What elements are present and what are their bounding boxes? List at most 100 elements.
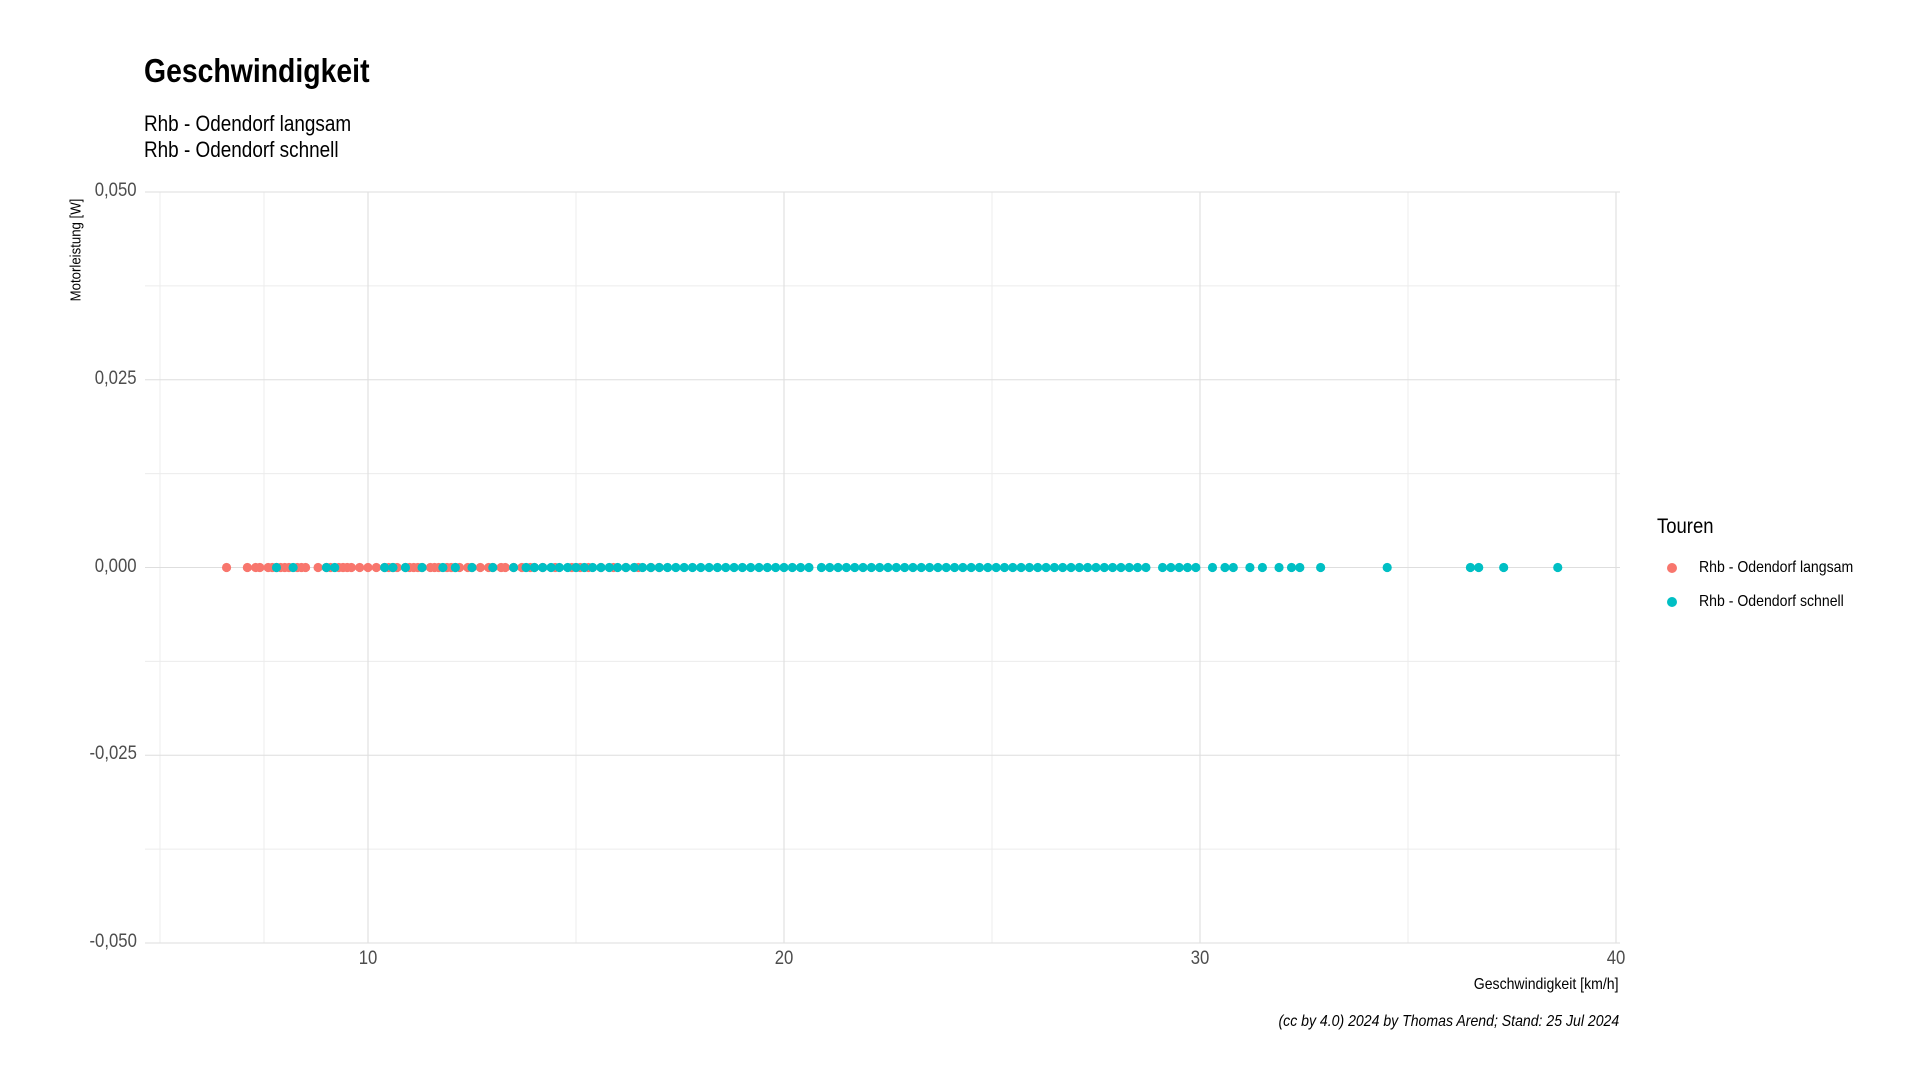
data-point	[579, 562, 589, 573]
data-point	[825, 562, 835, 573]
data-point	[301, 562, 311, 573]
x-tick-label: 10	[358, 948, 378, 969]
data-point	[1157, 562, 1168, 573]
data-point	[1191, 562, 1201, 573]
data-point	[1108, 562, 1118, 573]
data-point	[1257, 562, 1267, 573]
data-point	[1245, 562, 1255, 573]
data-point	[712, 562, 723, 573]
data-point	[991, 562, 1001, 573]
data-point	[508, 562, 519, 573]
data-point	[737, 562, 748, 573]
data-point	[974, 562, 985, 573]
data-point	[621, 562, 631, 573]
data-point	[571, 562, 581, 573]
data-point	[554, 562, 564, 573]
data-point	[1499, 562, 1509, 573]
data-point	[1274, 562, 1284, 573]
data-point	[1174, 562, 1184, 573]
data-point	[875, 562, 885, 573]
data-point	[588, 562, 598, 573]
y-tick-label: -0,050	[89, 931, 137, 952]
data-point	[1474, 562, 1484, 573]
data-point	[1286, 562, 1297, 573]
data-point	[804, 562, 814, 573]
data-point	[900, 562, 910, 573]
data-point	[891, 562, 901, 573]
data-point	[255, 562, 265, 573]
data-point	[1316, 562, 1326, 573]
x-axis-label: Geschwindigkeit [km/h]	[1474, 976, 1619, 993]
legend-key-langsam	[1667, 563, 1677, 573]
data-point	[1074, 562, 1084, 573]
data-point	[467, 562, 477, 573]
data-point	[355, 562, 365, 573]
data-point	[450, 562, 460, 573]
y-tick-label: 0,025	[95, 367, 137, 389]
y-axis-label: Motorleistung [W]	[67, 198, 85, 302]
data-point	[771, 562, 781, 573]
data-point	[662, 562, 673, 573]
legend-key-schnell	[1667, 597, 1677, 607]
data-point	[866, 562, 876, 573]
data-point	[546, 562, 556, 573]
data-point	[925, 562, 935, 573]
data-point	[288, 562, 298, 573]
data-point	[754, 562, 764, 573]
data-point	[1220, 562, 1230, 573]
data-point	[604, 562, 614, 573]
data-point	[1295, 562, 1305, 573]
data-point	[958, 562, 968, 573]
data-point	[941, 562, 951, 573]
data-point	[966, 562, 976, 573]
data-point	[816, 562, 827, 573]
data-point	[1116, 562, 1126, 573]
data-point	[850, 562, 860, 573]
data-point	[1465, 562, 1475, 573]
data-point	[883, 562, 893, 573]
data-point	[388, 562, 398, 573]
data-point	[1049, 562, 1059, 573]
data-point	[1058, 562, 1068, 573]
data-point	[475, 562, 485, 573]
data-point	[1099, 562, 1109, 573]
data-point	[321, 562, 331, 573]
data-point	[779, 562, 789, 573]
data-point	[949, 562, 960, 573]
data-point	[529, 562, 540, 573]
data-point	[1016, 562, 1026, 573]
data-point	[1066, 562, 1076, 573]
data-point	[371, 562, 381, 573]
data-point	[696, 562, 706, 573]
data-point	[629, 562, 639, 573]
data-point	[521, 562, 531, 573]
data-point	[729, 562, 739, 573]
data-point	[796, 562, 806, 573]
data-point	[637, 562, 648, 573]
legend: Touren Rhb - Odendorf langsam Rhb - Oden…	[1657, 515, 1874, 619]
data-point	[762, 562, 772, 573]
legend-item-schnell: Rhb - Odendorf schnell	[1657, 585, 1874, 619]
data-point	[1008, 562, 1018, 573]
data-point	[1182, 562, 1193, 573]
data-point	[679, 562, 689, 573]
data-point	[417, 562, 427, 573]
data-point	[1024, 562, 1035, 573]
y-tick-label: 0,050	[95, 180, 137, 201]
data-point	[596, 562, 606, 573]
data-point	[313, 562, 323, 573]
chart-subtitle-line-2: Rhb - Odendorf schnell	[144, 137, 339, 162]
data-point	[1228, 562, 1238, 573]
data-point	[563, 562, 573, 573]
data-point	[1382, 562, 1392, 573]
data-point	[1091, 562, 1101, 573]
chart-title: Geschwindigkeit	[144, 52, 370, 89]
data-point	[242, 562, 252, 573]
data-point	[841, 562, 852, 573]
data-point	[400, 562, 411, 573]
data-point	[1553, 562, 1563, 573]
data-point	[933, 562, 943, 573]
data-point	[646, 562, 656, 573]
data-point	[1083, 562, 1093, 573]
